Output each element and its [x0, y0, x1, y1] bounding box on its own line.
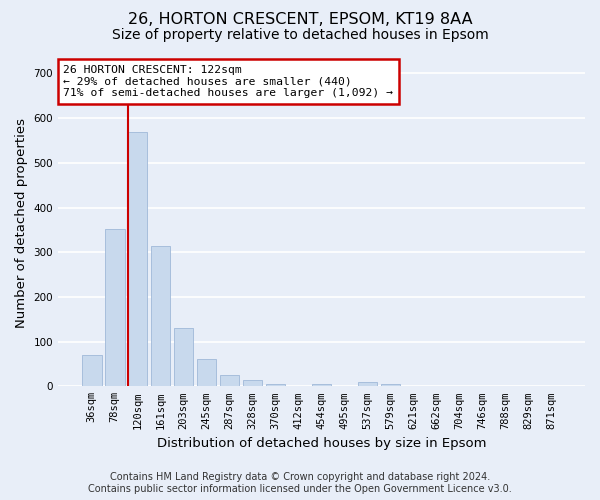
Bar: [312, 384, 331, 386]
X-axis label: Distribution of detached houses by size in Epsom: Distribution of detached houses by size …: [157, 437, 486, 450]
Bar: [220, 375, 239, 386]
Bar: [266, 384, 286, 386]
Text: 26, HORTON CRESCENT, EPSOM, KT19 8AA: 26, HORTON CRESCENT, EPSOM, KT19 8AA: [128, 12, 472, 28]
Text: 26 HORTON CRESCENT: 122sqm
← 29% of detached houses are smaller (440)
71% of sem: 26 HORTON CRESCENT: 122sqm ← 29% of deta…: [64, 65, 394, 98]
Text: Size of property relative to detached houses in Epsom: Size of property relative to detached ho…: [112, 28, 488, 42]
Bar: [197, 360, 217, 386]
Bar: [151, 246, 170, 386]
Bar: [380, 384, 400, 386]
Y-axis label: Number of detached properties: Number of detached properties: [15, 118, 28, 328]
Bar: [82, 355, 101, 386]
Bar: [243, 380, 262, 386]
Text: Contains HM Land Registry data © Crown copyright and database right 2024.
Contai: Contains HM Land Registry data © Crown c…: [88, 472, 512, 494]
Bar: [174, 328, 193, 386]
Bar: [358, 382, 377, 386]
Bar: [128, 132, 148, 386]
Bar: [105, 229, 125, 386]
